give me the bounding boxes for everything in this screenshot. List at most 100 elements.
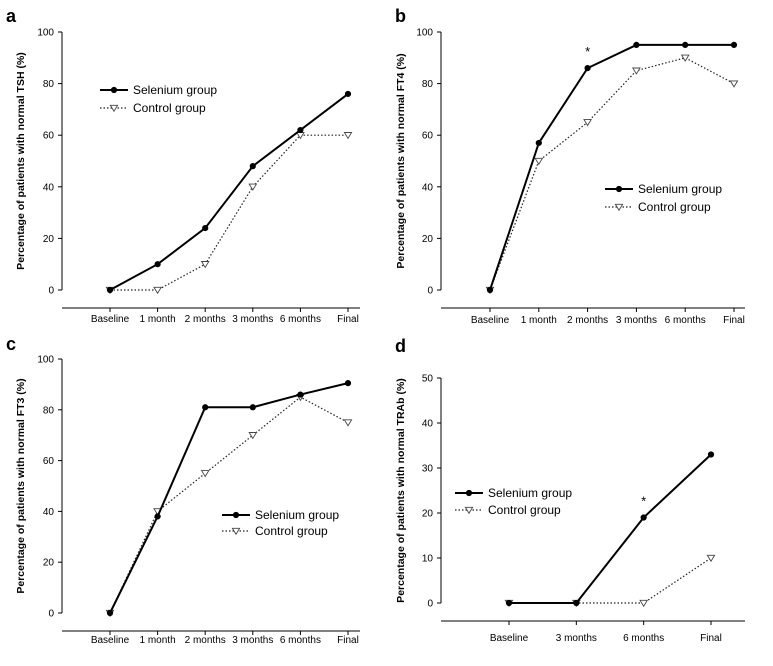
panel-d: d 0 10 20 30 40 50 Baseline 3 months 6 months Fina… [395, 336, 745, 644]
series-point [729, 80, 739, 88]
series-line [109, 93, 349, 291]
panel-letter: b [395, 6, 406, 26]
x-tick-label: 3 months [616, 315, 657, 326]
x-tick-label: 1 month [521, 315, 557, 326]
series-point [154, 513, 161, 520]
legend: Selenium group Control group [455, 486, 572, 517]
x-tick-label: 6 months [623, 633, 664, 644]
series-point [730, 41, 738, 49]
y-tick-label: 80 [43, 79, 55, 90]
series-point [297, 126, 304, 134]
series-point [640, 514, 647, 521]
series-point [343, 419, 353, 427]
series-line [110, 134, 348, 291]
series-point [505, 599, 513, 607]
series-point [486, 286, 494, 294]
y-tick-label: 0 [48, 286, 54, 297]
legend-label: Control group [255, 524, 328, 538]
x-tick-label: 2 months [567, 315, 608, 326]
series-point [106, 609, 114, 617]
series-point [202, 404, 209, 411]
x-tick-label: 6 months [665, 315, 706, 326]
y-tick-label: 20 [422, 509, 434, 520]
series-point [200, 261, 210, 269]
series-point [344, 380, 352, 387]
series-point [297, 391, 304, 398]
series-line [109, 382, 349, 614]
legend: Selenium group Control group [222, 508, 339, 538]
legend-label: Control group [488, 503, 561, 517]
x-tick-label: Final [700, 633, 722, 644]
legend: Selenium group Control group [605, 182, 722, 214]
x-tick-label: 6 months [280, 314, 321, 325]
series-point [639, 599, 649, 608]
panel-b: b 0 20 40 60 80 100 Baseline 1 month 2 months 3 mo… [395, 6, 745, 326]
series-point [534, 157, 544, 166]
x-tick-label: Final [337, 635, 359, 646]
x-tick-label: 1 month [140, 314, 176, 325]
series-point [202, 224, 209, 232]
legend-marker [614, 203, 624, 212]
y-tick-label: 0 [427, 599, 433, 610]
x-tick-label: 2 months [185, 314, 226, 325]
y-tick-label: 60 [422, 131, 434, 142]
series-point [343, 132, 353, 140]
y-axis-title: Percentage of patients with normal TSH (… [15, 52, 27, 270]
y-tick-label: 80 [43, 405, 55, 416]
series-point [706, 554, 716, 563]
series-point [584, 65, 591, 72]
y-tick-label: 50 [422, 374, 434, 385]
x-tick-label: 2 months [185, 635, 226, 646]
y-tick-label: 20 [422, 234, 434, 245]
y-axis-title: Percentage of patients with normal TRAb … [395, 378, 407, 603]
y-tick-label: 60 [43, 456, 55, 467]
legend-marker [465, 489, 473, 497]
legend-label: Selenium group [638, 182, 722, 196]
panel-a: a 0 20 40 60 80 100 Baseline 1 month 2 months 3 mo… [6, 6, 360, 325]
y-tick-label: 100 [37, 28, 54, 39]
legend-label: Control group [133, 101, 206, 115]
panel-c: c 0 20 40 60 80 100 Baseline 1 month 2 months 3 mo… [6, 334, 360, 646]
y-tick-label: 20 [43, 558, 55, 569]
legend: Selenium group Control group [100, 83, 217, 115]
series-point [344, 90, 352, 98]
legend-marker [231, 527, 241, 536]
x-tick-label: 1 month [140, 635, 176, 646]
series-line [489, 57, 735, 291]
y-tick-label: 0 [427, 286, 433, 297]
x-tick-label: Final [337, 314, 359, 325]
y-tick-label: 40 [422, 419, 434, 430]
y-tick-label: 60 [43, 131, 55, 142]
legend-marker [464, 506, 474, 515]
series-point [248, 432, 258, 440]
y-tick-label: 30 [422, 464, 434, 475]
series-point [153, 286, 162, 295]
x-tick-label: Baseline [471, 315, 510, 326]
y-tick-label: 40 [43, 182, 55, 193]
y-tick-label: 80 [422, 79, 434, 90]
x-tick-label: Baseline [490, 633, 529, 644]
series-point [573, 599, 580, 607]
legend-marker [110, 86, 118, 94]
y-tick-label: 100 [37, 355, 54, 366]
legend-label: Selenium group [488, 486, 572, 500]
series-point [248, 183, 258, 191]
series-line [509, 557, 712, 604]
significance-asterisk: * [641, 494, 646, 509]
panel-letter: d [395, 336, 406, 356]
x-tick-label: 3 months [232, 314, 273, 325]
series-point [249, 404, 256, 411]
legend-marker [615, 185, 623, 193]
y-tick-label: 10 [422, 554, 434, 565]
x-tick-label: 6 months [280, 635, 321, 646]
y-axis-title: Percentage of patients with normal FT3 (… [15, 378, 27, 593]
series-point [249, 163, 256, 170]
series-point [707, 451, 715, 458]
legend-label: Selenium group [133, 83, 217, 97]
y-tick-label: 40 [43, 507, 55, 518]
series-point [633, 41, 640, 49]
series-point [682, 41, 689, 49]
series-line [509, 453, 712, 604]
